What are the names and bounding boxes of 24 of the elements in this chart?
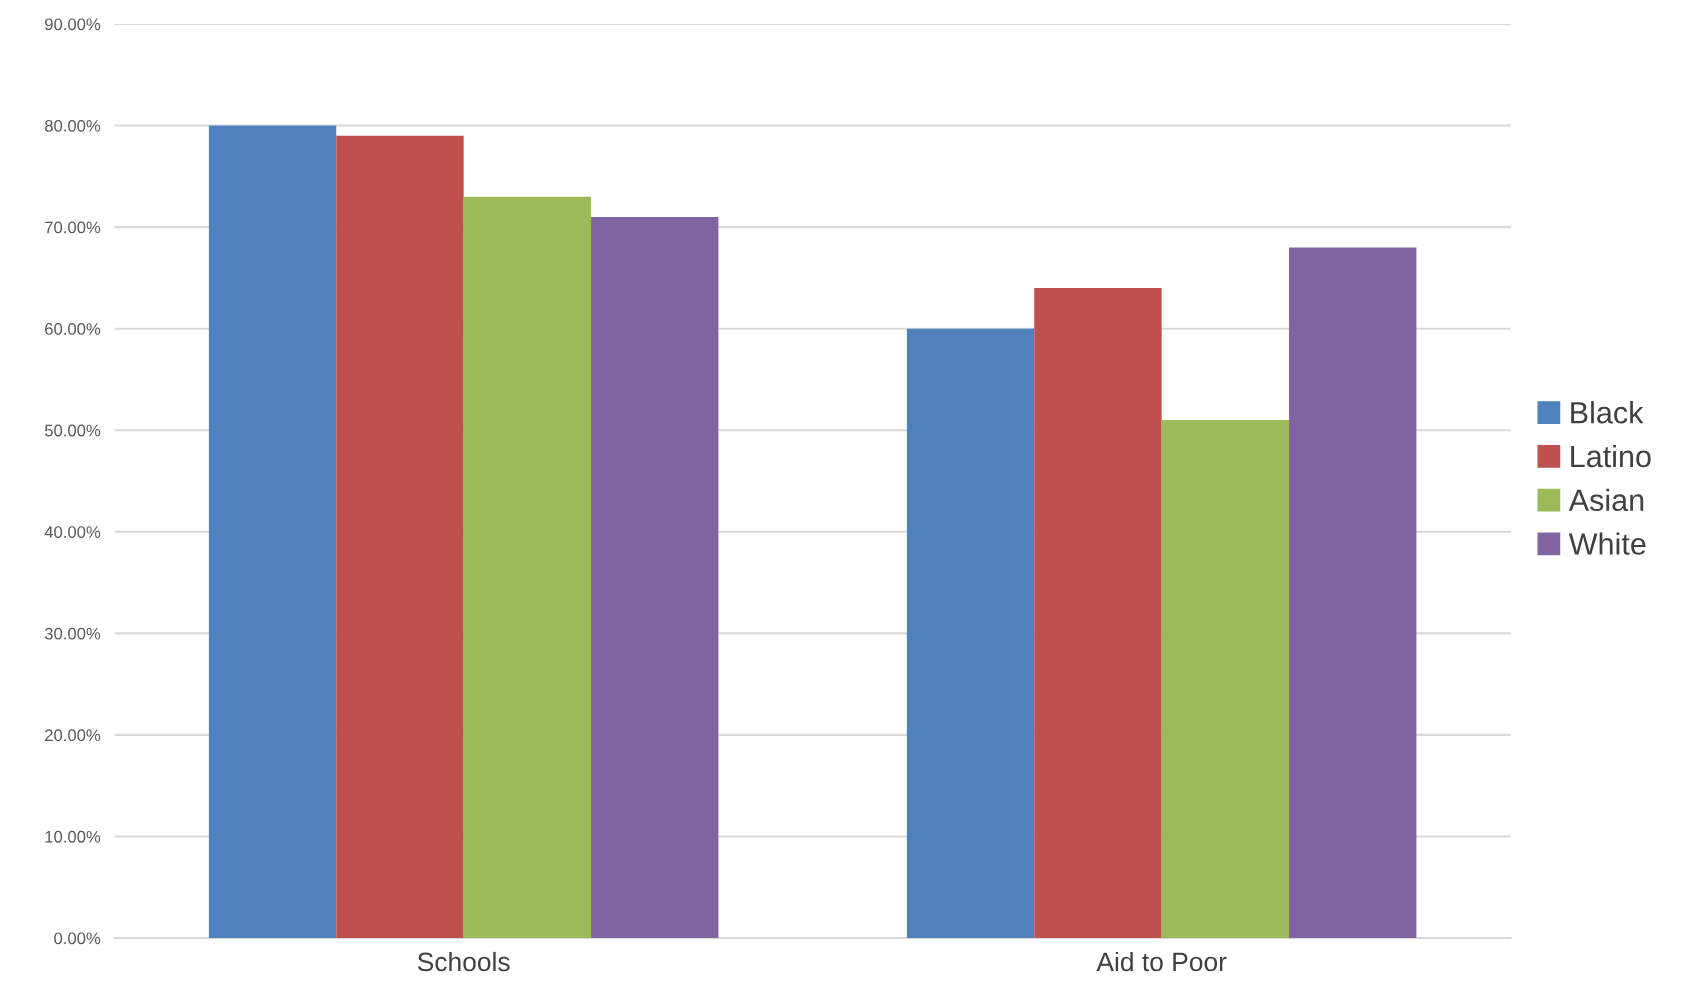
y-tick-label: 90.00% [45, 18, 101, 31]
legend-label: Black [1571, 401, 1644, 424]
y-tick-label: 70.00% [45, 221, 101, 234]
y-tick-label: 0.00% [54, 932, 101, 945]
bar [1161, 420, 1290, 938]
bar [1034, 288, 1162, 938]
y-tick-label: 20.00% [45, 729, 101, 742]
y-tick-label: 10.00% [45, 830, 101, 843]
y-tick-label: 30.00% [44, 627, 101, 640]
y-tick-label: 40.00% [44, 526, 101, 538]
legend-label: Asian [1568, 488, 1644, 512]
bar [906, 328, 1035, 938]
legend-label: White [1568, 532, 1646, 555]
bar [463, 196, 592, 938]
bar [208, 125, 337, 938]
bar [1289, 247, 1417, 938]
y-tick-label: 60.00% [45, 323, 101, 335]
x-tick-label: Aid to Poor [1096, 951, 1227, 972]
x-tick-label: Schools [417, 951, 510, 972]
bar [591, 216, 719, 938]
bar [336, 135, 464, 938]
y-tick-label: 50.00% [44, 424, 101, 437]
y-tick-label: 80.00% [44, 119, 101, 132]
legend-label: Latino [1571, 444, 1651, 468]
